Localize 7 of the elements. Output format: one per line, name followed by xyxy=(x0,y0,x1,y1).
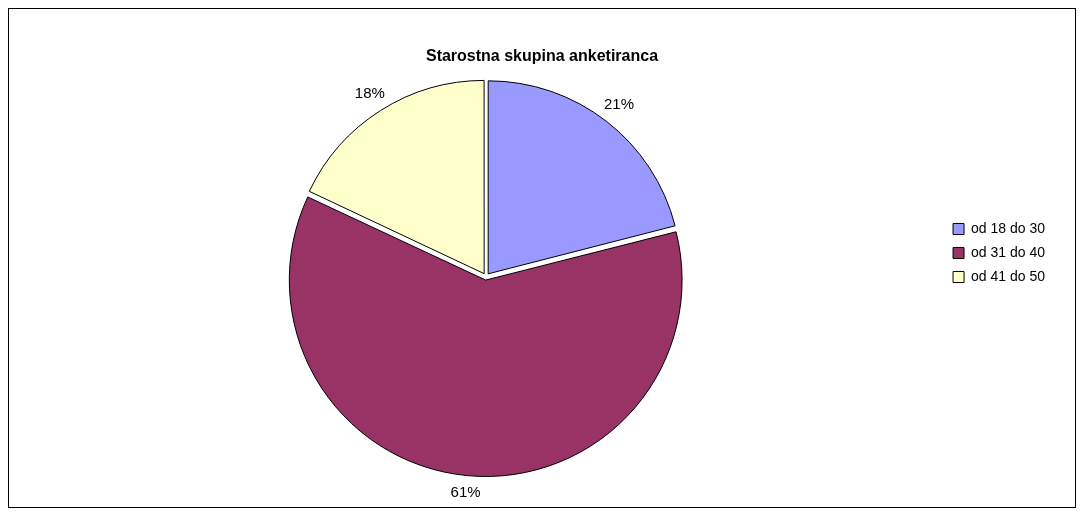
legend-label: od 18 do 30 xyxy=(971,219,1046,236)
data-label: 21% xyxy=(603,95,634,113)
data-label: 18% xyxy=(354,83,385,101)
data-label: 61% xyxy=(450,482,481,500)
legend-label: od 31 do 40 xyxy=(971,243,1046,260)
legend-label: od 41 do 50 xyxy=(971,267,1046,284)
chart-title: Starostna skupina anketiranca xyxy=(425,47,659,65)
